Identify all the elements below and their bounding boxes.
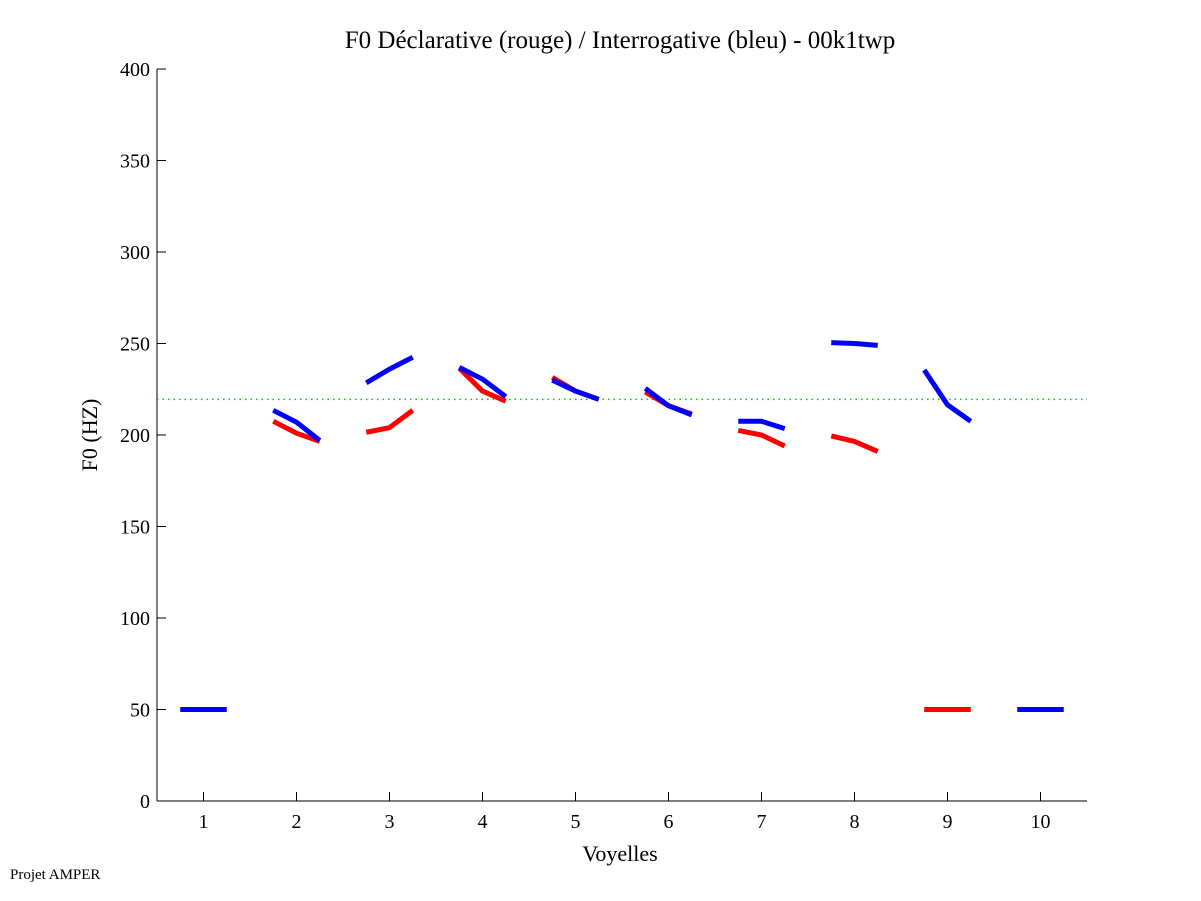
x-tick-label: 2 (292, 811, 302, 833)
y-tick-label: 0 (140, 791, 150, 813)
segment-vowel-4 (457, 366, 507, 404)
x-tick-label: 4 (478, 811, 488, 833)
segment-vowel-3 (365, 408, 415, 435)
x-tick-label: 5 (571, 811, 581, 833)
segment-vowel-2 (272, 419, 321, 444)
y-tick-label: 50 (130, 700, 150, 722)
y-tick-label: 250 (120, 334, 150, 356)
y-tick-label: 300 (120, 242, 150, 264)
x-tick-label: 8 (850, 811, 860, 833)
series-déclarative (272, 366, 971, 712)
segment-vowel-7 (737, 427, 786, 449)
chart-title: F0 Déclarative (rouge) / Interrogative (… (345, 27, 896, 54)
y-tick-label: 400 (120, 59, 150, 81)
x-tick-label: 9 (943, 811, 953, 833)
segment-vowel-4 (458, 365, 508, 399)
y-tick-label: 100 (120, 608, 150, 630)
x-tick-label: 3 (385, 811, 395, 833)
footer-credit: Projet AMPER (10, 867, 100, 883)
segment-vowel-6 (643, 386, 693, 418)
segment-vowel-8 (831, 340, 878, 348)
series-interrogative (180, 340, 1064, 712)
y-tick-label: 150 (120, 517, 150, 539)
segment-vowel-8 (830, 433, 879, 454)
y-axis-label: F0 (HZ) (77, 399, 102, 472)
x-axis-label: Voyelles (582, 841, 657, 866)
x-tick-label: 1 (199, 811, 209, 833)
x-tick-label: 6 (664, 811, 674, 833)
segment-vowel-5 (551, 377, 600, 402)
y-tick-label: 350 (120, 151, 150, 173)
x-tick-label: 7 (757, 811, 767, 833)
segment-vowel-3 (364, 354, 414, 385)
y-tick-label: 200 (120, 425, 150, 447)
segment-vowel-9 (922, 368, 973, 424)
x-tick-label: 10 (1031, 811, 1051, 833)
segment-vowel-7 (738, 418, 786, 431)
segment-vowel-2 (272, 408, 322, 443)
